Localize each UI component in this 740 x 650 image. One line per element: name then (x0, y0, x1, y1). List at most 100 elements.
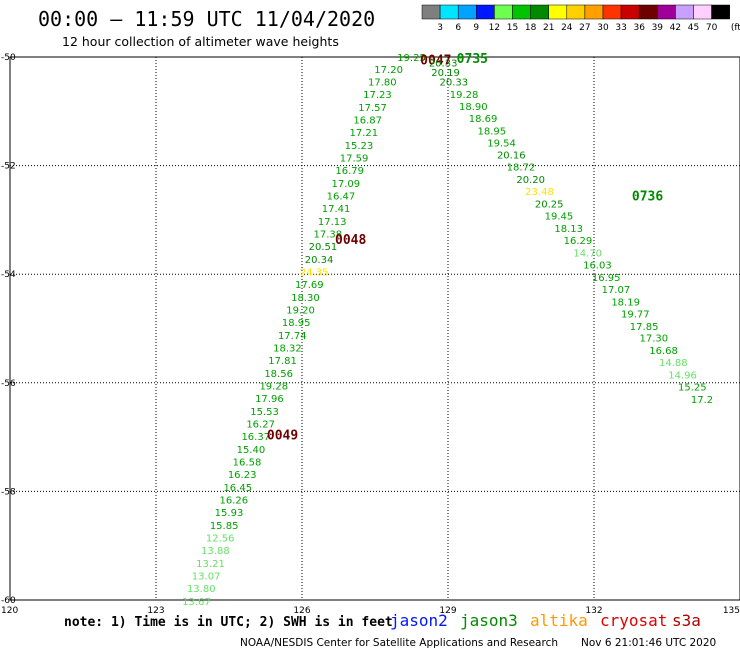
wave-height-value: 16.68 (649, 346, 678, 357)
wave-height-value: 17.2 (691, 395, 713, 406)
wave-height-value: 17.74 (278, 331, 307, 342)
colorbar-label: 21 (543, 23, 554, 33)
lon-tick-label: 132 (585, 606, 602, 616)
wave-height-value: 24.35 (300, 267, 329, 278)
wave-height-value: 20.33 (429, 58, 458, 69)
colorbar-label: 45 (688, 23, 699, 33)
wave-height-value: 17.30 (640, 334, 669, 345)
mission-jason3: jason3 (460, 611, 518, 630)
wave-height-value: 15.25 (678, 383, 707, 394)
wave-height-value: 16.47 (327, 191, 356, 202)
wave-height-value: 20.20 (516, 175, 545, 186)
wave-height-value: 12.56 (206, 534, 235, 545)
colorbar-swatch (584, 4, 604, 20)
wave-height-value: 18.32 (273, 344, 302, 355)
wave-height-value: 17.38 (313, 229, 342, 240)
mission-s3a: s3a (672, 611, 701, 630)
colorbar-swatch (548, 4, 568, 20)
lat-tick-label: -60 (1, 596, 16, 606)
wave-height-value: 15.40 (237, 445, 266, 456)
wave-height-value: 17.69 (295, 280, 324, 291)
wave-height-value: 17.96 (255, 394, 284, 405)
wave-height-value: 18.95 (282, 318, 311, 329)
pass-time-label: 0735 (457, 52, 488, 67)
wave-height-value: 16.87 (353, 115, 382, 126)
wave-height-value: 20.19 (431, 68, 460, 79)
colorbar-label: 36 (633, 23, 645, 33)
wave-height-value: 13.21 (196, 559, 225, 570)
wave-height-value: 18.19 (611, 297, 640, 308)
colorbar-label: 24 (561, 23, 573, 33)
wave-height-value: 15.85 (210, 521, 239, 532)
wave-height-value: 14.70 (573, 248, 602, 259)
wave-height-value: 16.37 (241, 432, 270, 443)
wave-height-value: 19.25 (397, 53, 426, 64)
wave-height-value: 16.26 (220, 496, 249, 507)
wave-height-value: 15.53 (250, 407, 279, 418)
lat-tick-label: -52 (1, 162, 16, 172)
wave-height-value: 19.54 (487, 138, 516, 149)
wave-height-value: 15.23 (345, 141, 374, 152)
wave-height-value: 18.90 (459, 102, 488, 113)
colorbar-swatch (620, 4, 640, 20)
colorbar-label: 18 (525, 23, 537, 33)
wave-height-value: 19.20 (286, 305, 315, 316)
wave-height-value: 20.34 (305, 255, 334, 266)
wave-height-value: 20.25 (535, 200, 564, 211)
lat-lon-grid (10, 57, 740, 600)
wave-height-value: 19.28 (450, 90, 479, 101)
colorbar-swatch (602, 4, 622, 20)
mission-legend: jason2 jason3 altika cryosat s3a (390, 611, 701, 630)
lat-tick-label: -50 (1, 53, 16, 63)
wave-height-value: 18.56 (264, 369, 293, 380)
wave-height-value: 17.41 (322, 204, 351, 215)
wave-height-value: 18.69 (469, 114, 498, 125)
mission-altika: altika (530, 611, 588, 630)
colorbar-label: 12 (489, 23, 500, 33)
lat-tick-label: -56 (1, 379, 16, 389)
lat-tick-label: -54 (1, 270, 16, 280)
colorbar-label: 42 (670, 23, 681, 33)
lon-tick-label: 120 (1, 606, 18, 616)
colorbar-swatch (530, 4, 549, 20)
wave-height-value: 17.23 (363, 90, 392, 101)
wave-height-value: 17.80 (368, 77, 397, 88)
wave-height-value: 16.23 (228, 470, 257, 481)
colorbar-swatch (439, 4, 459, 20)
colorbar-swatch (512, 4, 531, 20)
colorbar-swatch (476, 4, 495, 20)
map-title: 00:00 – 11:59 UTC 11/04/2020 (38, 7, 375, 31)
wave-height-value: 19.45 (545, 212, 574, 223)
colorbar-unit: (ft) (731, 23, 740, 33)
wave-height-value: 17.20 (374, 65, 403, 76)
wave-height-value: 16.03 (583, 260, 612, 271)
lon-tick-label: 126 (293, 606, 310, 616)
colorbar-label: 39 (652, 23, 664, 33)
wave-height-value: 17.59 (340, 153, 369, 164)
lon-tick-label: 129 (439, 606, 456, 616)
wave-height-value: 16.29 (564, 236, 593, 247)
map-subtitle: 12 hour collection of altimeter wave hei… (62, 34, 339, 49)
mission-cryosat: cryosat (600, 611, 667, 630)
wave-height-value: 17.13 (318, 217, 347, 228)
wave-height-value: 20.16 (497, 151, 526, 162)
colorbar-label: 70 (706, 23, 718, 33)
wave-height-value: 16.45 (223, 483, 252, 494)
wave-height-value: 13.67 (182, 597, 211, 608)
map-frame (9, 56, 740, 601)
colorbar-swatch (494, 4, 513, 20)
generated-timestamp: Nov 6 21:01:46 UTC 2020 (581, 637, 716, 649)
wave-height-value: 23.48 (525, 187, 554, 198)
wave-height-value: 17.07 (602, 285, 631, 296)
colorbar-label: 15 (507, 23, 518, 33)
wave-height-value: 13.80 (187, 584, 216, 595)
colorbar-swatch (711, 4, 730, 20)
wave-height-value: 17.81 (268, 356, 297, 367)
colorbar-label: 6 (455, 23, 461, 33)
wave-height-value: 17.21 (349, 128, 378, 139)
